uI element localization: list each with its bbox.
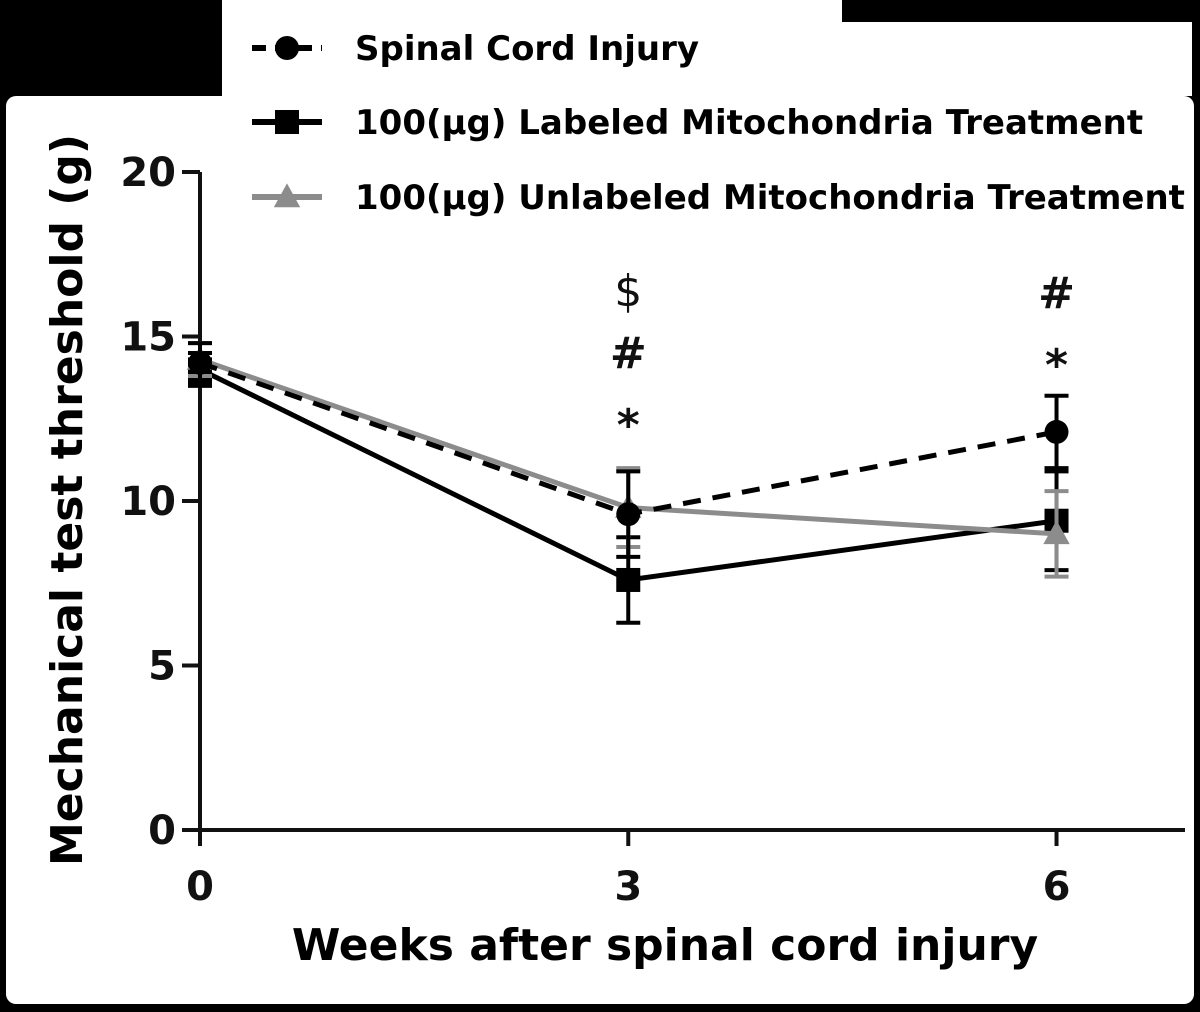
significance-mark: # [1038, 268, 1075, 319]
legend-label: 100(μg) Labeled Mitochondria Treatment [355, 103, 1143, 143]
significance-mark: $ [614, 266, 642, 317]
data-point [1044, 419, 1069, 444]
x-tick-label: 3 [614, 864, 642, 910]
legend-marker [275, 36, 299, 60]
y-tick-label: 5 [148, 644, 176, 690]
y-axis-title: Mechanical test threshold (g) [42, 134, 93, 866]
data-point [616, 567, 641, 592]
y-tick-label: 20 [120, 150, 176, 196]
legend-marker [273, 183, 301, 208]
data-point [188, 350, 212, 375]
data-point [1043, 520, 1070, 545]
series-1 [188, 341, 1069, 559]
chart-panel [6, 96, 1194, 1004]
y-tick-label: 10 [120, 479, 176, 525]
y-tick-label: 0 [148, 808, 176, 854]
axes: 0 5 10 15 20 0 3 6 [120, 150, 1185, 910]
significance-mark: # [610, 328, 647, 379]
legend: Spinal Cord Injury 100(μg) Labeled Mitoch… [252, 29, 1185, 218]
legend-background [222, 0, 842, 96]
data-point [616, 502, 641, 527]
significance-mark: * [1045, 340, 1068, 391]
significance-annotations: $ # * # * [610, 266, 1075, 451]
legend-label: 100(μg) Unlabeled Mitochondria Treatment [355, 178, 1185, 218]
significance-mark: * [617, 400, 640, 451]
legend-marker [275, 110, 299, 134]
y-tick-label: 15 [120, 315, 176, 361]
legend-label: Spinal Cord Injury [355, 29, 699, 69]
x-tick-label: 6 [1043, 864, 1071, 910]
x-tick-label: 0 [186, 864, 214, 910]
series-layer [186, 341, 1070, 625]
legend-background-extension [842, 22, 1192, 96]
x-axis-title: Weeks after spinal cord injury [292, 920, 1038, 971]
